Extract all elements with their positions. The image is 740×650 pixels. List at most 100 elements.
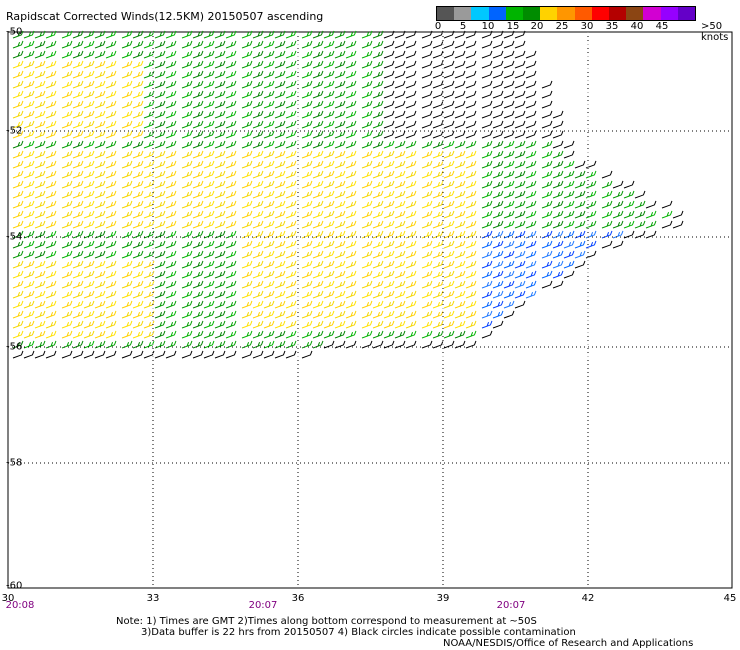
wind-barb <box>465 160 477 169</box>
wind-barb <box>105 240 117 249</box>
speed-color-segment <box>454 7 472 20</box>
wind-barb <box>105 310 117 319</box>
wind-barb <box>345 230 357 239</box>
wind-barb <box>481 180 493 189</box>
wind-barb <box>285 50 297 59</box>
wind-barb <box>203 250 215 259</box>
wind-barb <box>121 350 133 359</box>
wind-barb <box>492 30 504 39</box>
wind-barb <box>612 210 624 219</box>
wind-barb <box>132 150 144 159</box>
wind-barb <box>454 130 466 139</box>
lat-label-60: -60 <box>6 580 23 592</box>
wind-barb <box>105 60 117 69</box>
wind-barb <box>105 220 117 229</box>
wind-barb <box>225 260 237 269</box>
wind-barb <box>323 250 335 259</box>
wind-barb <box>252 130 264 139</box>
wind-barb <box>274 270 286 279</box>
wind-barb <box>45 220 57 229</box>
wind-barb <box>121 330 133 339</box>
wind-barb <box>443 120 455 129</box>
wind-barb <box>661 220 673 229</box>
wind-barb <box>154 60 166 69</box>
wind-barb <box>465 40 477 49</box>
wind-barb <box>405 190 417 199</box>
wind-barb <box>634 200 646 209</box>
wind-barb <box>61 280 73 289</box>
wind-barb <box>334 40 346 49</box>
wind-barb <box>192 350 204 359</box>
wind-barb <box>165 320 177 329</box>
wind-barb <box>443 80 455 89</box>
wind-barb <box>334 290 346 299</box>
wind-barb <box>285 130 297 139</box>
wind-barb <box>552 250 564 259</box>
wind-barb <box>241 290 253 299</box>
wind-barb <box>361 220 373 229</box>
wind-barb <box>181 50 193 59</box>
wind-barb <box>23 240 35 249</box>
wind-barb <box>481 100 493 109</box>
wind-barb <box>121 220 133 229</box>
wind-barb <box>94 160 106 169</box>
wind-barb <box>361 300 373 309</box>
wind-barb <box>252 180 264 189</box>
wind-barb <box>83 330 95 339</box>
wind-barb <box>34 250 46 259</box>
wind-barb <box>154 240 166 249</box>
lat-label-54: -54 <box>6 231 23 243</box>
wind-barb <box>394 340 406 349</box>
wind-barb <box>454 230 466 239</box>
wind-barb <box>263 210 275 219</box>
wind-barb <box>225 160 237 169</box>
wind-barb <box>492 180 504 189</box>
wind-barb <box>361 150 373 159</box>
wind-barb <box>361 140 373 149</box>
wind-barb <box>105 190 117 199</box>
wind-barb <box>454 30 466 39</box>
wind-barb <box>432 240 444 249</box>
wind-barb <box>23 310 35 319</box>
wind-barb <box>143 190 155 199</box>
wind-barb <box>94 90 106 99</box>
wind-barb <box>61 130 73 139</box>
wind-barb <box>345 50 357 59</box>
wind-barb <box>672 220 684 229</box>
wind-barb <box>45 350 57 359</box>
speed-color-segment <box>609 7 627 20</box>
wind-barb <box>454 250 466 259</box>
speed-tick-label: 45 <box>655 21 669 32</box>
wind-barb <box>443 330 455 339</box>
wind-barb <box>372 70 384 79</box>
wind-barb <box>45 150 57 159</box>
wind-barb <box>263 290 275 299</box>
wind-barb <box>421 150 433 159</box>
wind-barb <box>383 310 395 319</box>
wind-barb <box>252 350 264 359</box>
wind-barb <box>361 250 373 259</box>
wind-barb <box>72 90 84 99</box>
wind-barb <box>492 50 504 59</box>
wind-barb <box>154 290 166 299</box>
wind-barb <box>481 120 493 129</box>
wind-barb <box>301 60 313 69</box>
wind-barb <box>514 220 526 229</box>
wind-barb <box>83 230 95 239</box>
wind-barb <box>45 40 57 49</box>
wind-barb <box>61 340 73 349</box>
wind-barb <box>552 170 564 179</box>
wind-barb <box>23 140 35 149</box>
wind-barb <box>252 290 264 299</box>
wind-barb <box>612 190 624 199</box>
wind-barb <box>12 40 24 49</box>
wind-barb <box>203 200 215 209</box>
wind-barb <box>263 70 275 79</box>
wind-barb <box>394 180 406 189</box>
wind-barb <box>132 250 144 259</box>
wind-barb <box>541 140 553 149</box>
wind-barb <box>503 290 515 299</box>
wind-barb <box>285 30 297 39</box>
wind-barb <box>405 90 417 99</box>
wind-barb <box>323 170 335 179</box>
